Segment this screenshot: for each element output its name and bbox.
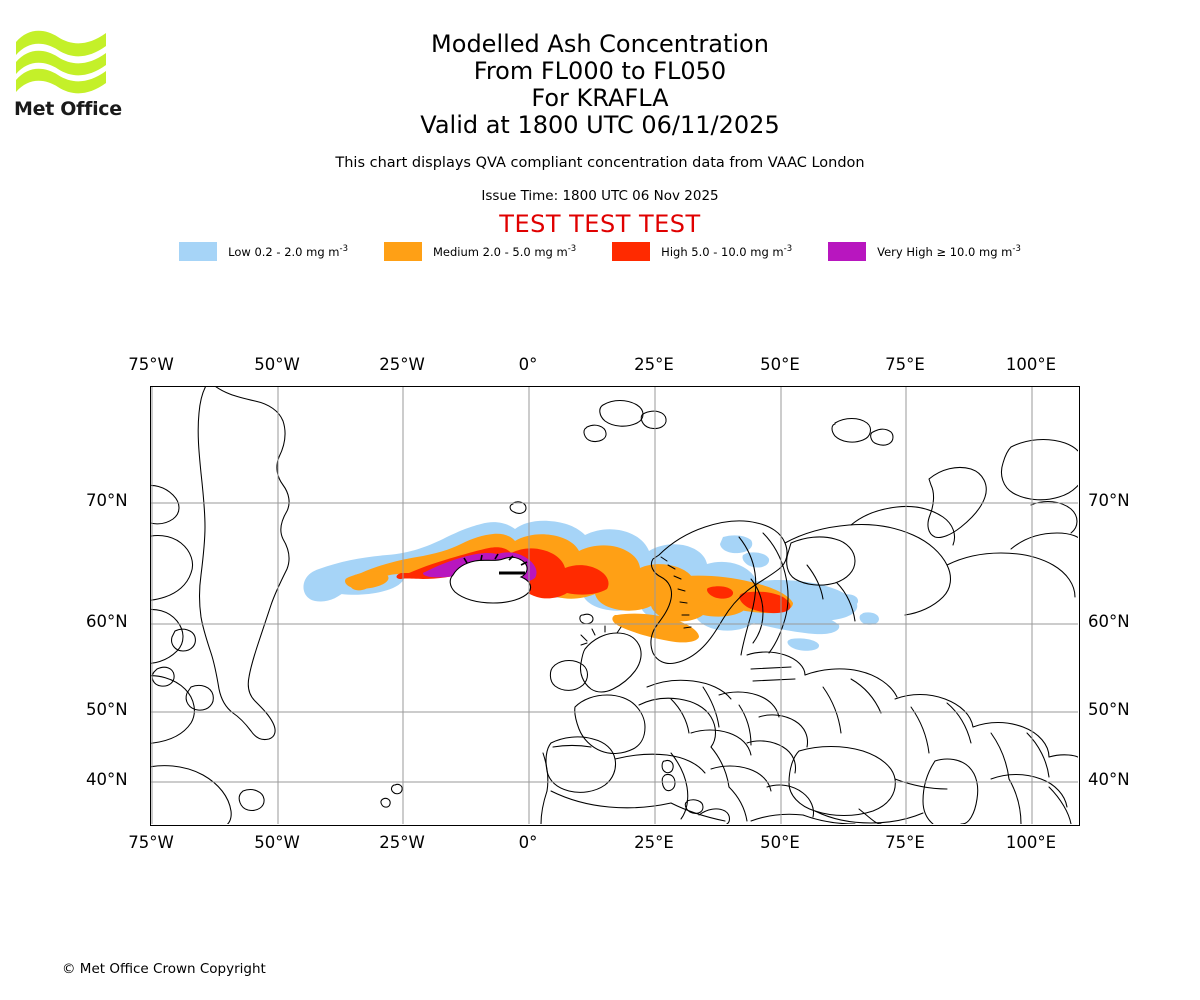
axis-label-bottom-lon-25E: 25°E	[634, 833, 674, 852]
legend-entry-low: Low 0.2 - 2.0 mg m-3	[179, 242, 384, 261]
legend-swatch-medium	[383, 242, 422, 261]
volcano-name: For KRAFLA	[531, 84, 669, 112]
axis-label-right-lat-50N: 50°N	[1088, 700, 1130, 719]
flight-level-range: From FL000 to FL050	[473, 57, 727, 85]
chart-header: Modelled Ash Concentration From FL000 to…	[0, 0, 1200, 239]
ash-plume-contours	[303, 520, 879, 651]
page-title: Modelled Ash Concentration	[431, 30, 769, 58]
axis-label-top-lon-75E: 75°E	[885, 355, 925, 374]
axis-label-top-lon-0: 0°	[518, 355, 538, 374]
met-office-waves-icon	[16, 30, 106, 94]
axis-label-left-lat-40N: 40°N	[86, 770, 128, 789]
test-banner: TEST TEST TEST	[499, 210, 701, 238]
coastlines	[151, 387, 1078, 824]
met-office-logo: Met Office	[14, 24, 124, 120]
map-frame	[150, 386, 1080, 826]
axis-label-bottom-lon-0: 0°	[518, 833, 538, 852]
axis-label-bottom-lon-50E: 50°E	[760, 833, 800, 852]
axis-label-top-lon-50W: 50°W	[254, 355, 300, 374]
map-gridlines	[151, 387, 1078, 824]
met-office-wordmark: Met Office	[14, 98, 122, 120]
legend-entry-medium: Medium 2.0 - 5.0 mg m-3	[383, 242, 612, 261]
axis-label-top-lon-100E: 100°E	[1005, 355, 1057, 374]
legend-swatch-very-high	[828, 242, 867, 261]
map-canvas	[151, 387, 1078, 824]
axis-label-left-lat-70N: 70°N	[86, 491, 128, 510]
axis-label-top-lon-25E: 25°E	[634, 355, 674, 374]
axis-label-right-lat-60N: 60°N	[1088, 612, 1130, 631]
legend-label-high: High 5.0 - 10.0 mg m-3	[661, 244, 793, 259]
axis-label-left-lat-60N: 60°N	[86, 612, 128, 631]
ash-concentration-map[interactable]: 75°W 50°W 25°W 0° 25°E 50°E 75°E 100°E 7…	[86, 355, 1130, 852]
axis-label-top-lon-75W: 75°W	[128, 355, 174, 374]
legend-entry-very-high: Very High ≥ 10.0 mg m-3	[828, 242, 1021, 261]
concentration-legend: Low 0.2 - 2.0 mg m-3 Medium 2.0 - 5.0 mg…	[0, 242, 1200, 261]
iceland-landmass	[449, 553, 532, 604]
axis-label-bottom-lon-100E: 100°E	[1005, 833, 1057, 852]
copyright-notice: © Met Office Crown Copyright	[62, 961, 266, 977]
axis-label-left-lat-50N: 50°N	[86, 700, 128, 719]
legend-entry-high: High 5.0 - 10.0 mg m-3	[612, 242, 828, 261]
valid-time: Valid at 1800 UTC 06/11/2025	[420, 111, 780, 139]
qva-compliance-note: This chart displays QVA compliant concen…	[335, 155, 865, 171]
legend-swatch-high	[612, 242, 651, 261]
axis-label-right-lat-70N: 70°N	[1088, 491, 1130, 510]
legend-label-medium: Medium 2.0 - 5.0 mg m-3	[432, 244, 577, 259]
issue-time: Issue Time: 1800 UTC 06 Nov 2025	[481, 188, 719, 204]
axis-label-bottom-lon-75W: 75°W	[128, 833, 174, 852]
axis-label-right-lat-40N: 40°N	[1088, 770, 1130, 789]
legend-label-low: Low 0.2 - 2.0 mg m-3	[228, 244, 348, 259]
axis-label-top-lon-25W: 25°W	[379, 355, 425, 374]
axis-label-top-lon-50E: 50°E	[760, 355, 800, 374]
axis-label-bottom-lon-75E: 75°E	[885, 833, 925, 852]
legend-swatch-low	[179, 242, 218, 261]
legend-label-very-high: Very High ≥ 10.0 mg m-3	[877, 244, 1021, 259]
axis-label-bottom-lon-25W: 25°W	[379, 833, 425, 852]
axis-label-bottom-lon-50W: 50°W	[254, 833, 300, 852]
